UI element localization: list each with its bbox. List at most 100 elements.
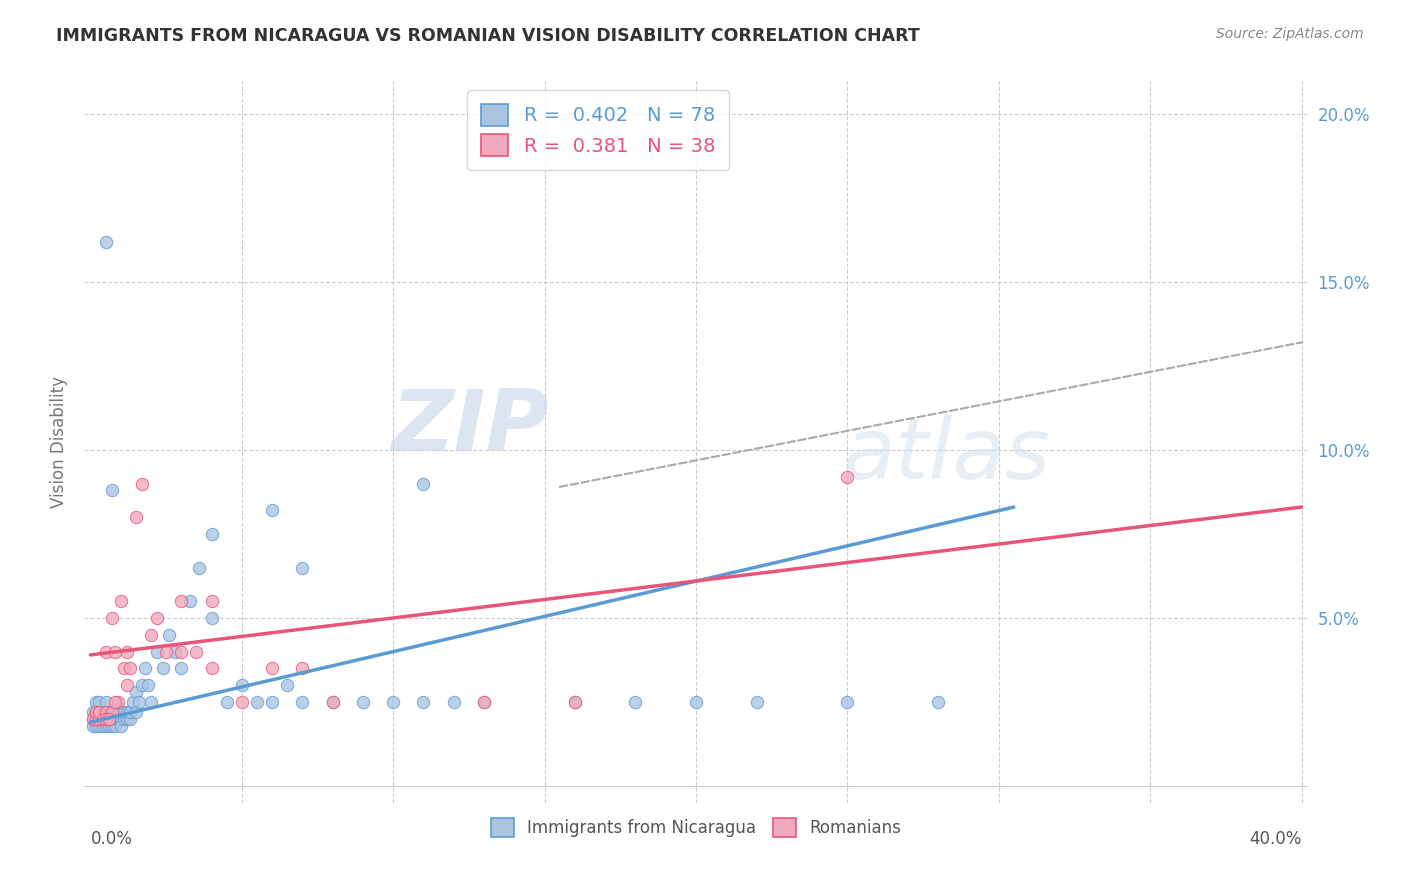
Point [170, 644, 193, 658]
Point [276, 678, 298, 692]
Point [215, 695, 238, 709]
Point [564, 695, 586, 709]
Point [94, 705, 117, 719]
Point [262, 695, 284, 709]
Point [94, 695, 117, 709]
Point [94, 644, 117, 658]
Point [104, 695, 127, 709]
Point [131, 476, 153, 491]
Point [291, 695, 314, 709]
Point [97, 705, 120, 719]
Point [100, 712, 122, 726]
Point [112, 712, 135, 726]
Point [152, 661, 174, 675]
Point [125, 685, 148, 699]
Point [94, 718, 117, 732]
Point [89, 695, 111, 709]
Point [107, 712, 129, 726]
Point [91, 718, 114, 732]
Text: 40.0%: 40.0% [1249, 830, 1302, 847]
Text: atlas: atlas [842, 415, 1050, 498]
Point [86, 695, 108, 709]
Point [200, 661, 222, 675]
Point [231, 678, 253, 692]
Text: 0.0%: 0.0% [90, 830, 132, 847]
Text: ZIP: ZIP [391, 385, 550, 468]
Point [624, 695, 647, 709]
Point [82, 712, 104, 726]
Point [86, 705, 108, 719]
Point [200, 611, 222, 625]
Point [837, 695, 859, 709]
Point [107, 695, 129, 709]
Point [100, 705, 122, 719]
Point [322, 695, 344, 709]
Point [382, 695, 405, 709]
Point [97, 718, 120, 732]
Point [82, 705, 104, 719]
Point [89, 705, 111, 719]
Point [110, 705, 132, 719]
Point [115, 678, 138, 692]
Point [94, 705, 117, 719]
Point [157, 628, 180, 642]
Point [188, 560, 211, 574]
Point [200, 594, 222, 608]
Point [89, 718, 111, 732]
Point [139, 695, 162, 709]
Point [97, 712, 120, 726]
Point [89, 712, 111, 726]
Point [262, 661, 284, 675]
Text: Source: ZipAtlas.com: Source: ZipAtlas.com [1216, 27, 1364, 41]
Point [170, 661, 193, 675]
Point [231, 695, 253, 709]
Point [125, 510, 148, 524]
Point [97, 712, 120, 726]
Point [136, 678, 159, 692]
Point [443, 695, 465, 709]
Point [104, 644, 127, 658]
Point [104, 712, 127, 726]
Point [200, 527, 222, 541]
Point [139, 628, 162, 642]
Point [100, 718, 122, 732]
Point [412, 695, 434, 709]
Point [89, 705, 111, 719]
Point [86, 705, 108, 719]
Point [86, 718, 108, 732]
Point [82, 718, 104, 732]
Point [100, 483, 122, 498]
Point [112, 661, 135, 675]
Point [118, 705, 141, 719]
Point [472, 695, 495, 709]
Point [128, 695, 150, 709]
Point [927, 695, 949, 709]
Point [745, 695, 768, 709]
Point [104, 718, 127, 732]
Point [115, 705, 138, 719]
Point [564, 695, 586, 709]
Point [352, 695, 374, 709]
Point [472, 695, 495, 709]
Point [91, 705, 114, 719]
Point [91, 712, 114, 726]
Point [125, 705, 148, 719]
Point [165, 644, 187, 658]
Point [94, 235, 117, 249]
Point [291, 560, 314, 574]
Point [131, 678, 153, 692]
Point [110, 594, 132, 608]
Point [134, 661, 156, 675]
Point [262, 503, 284, 517]
Point [121, 695, 143, 709]
Point [110, 718, 132, 732]
Point [186, 644, 208, 658]
Point [837, 470, 859, 484]
Legend: Immigrants from Nicaragua, Romanians: Immigrants from Nicaragua, Romanians [479, 806, 912, 848]
Point [86, 712, 108, 726]
Point [91, 712, 114, 726]
Point [100, 611, 122, 625]
Point [97, 712, 120, 726]
Point [94, 712, 117, 726]
Point [115, 712, 138, 726]
